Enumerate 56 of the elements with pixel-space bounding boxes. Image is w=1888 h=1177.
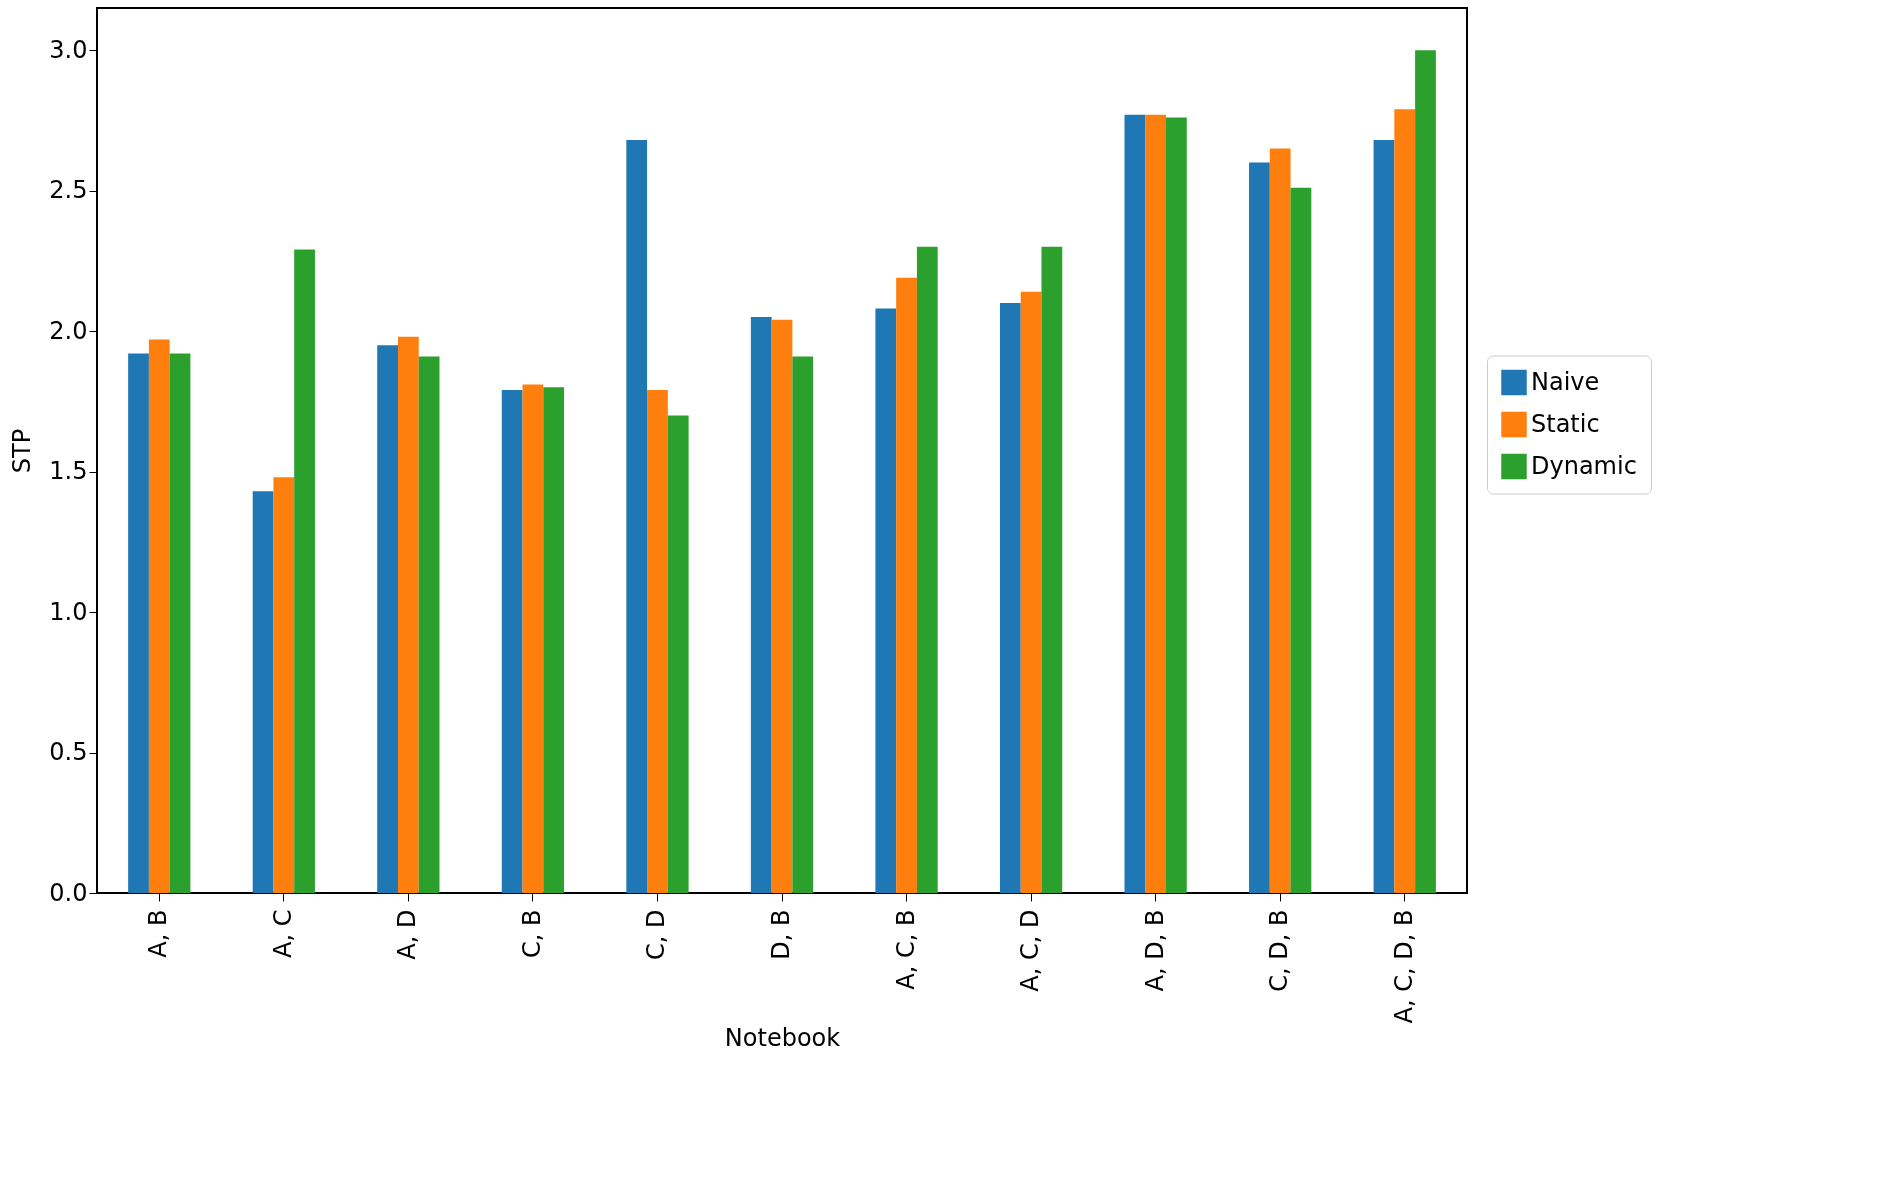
- legend-label: Dynamic: [1531, 451, 1637, 480]
- x-tick-label: A, C, B: [891, 909, 920, 990]
- bar: [1394, 109, 1416, 893]
- x-tick-label: A, C: [268, 909, 297, 958]
- bar: [875, 308, 897, 893]
- bar: [667, 415, 689, 893]
- bar: [1415, 50, 1436, 893]
- bar: [1249, 162, 1270, 893]
- bar: [294, 249, 315, 893]
- bar: [543, 387, 565, 893]
- bar: [916, 246, 938, 893]
- bar: [418, 356, 440, 893]
- bar: [1145, 114, 1167, 893]
- y-tick-label: 1.5: [49, 457, 88, 486]
- y-tick-label: 3.0: [49, 35, 88, 64]
- x-tick-label: C, D: [642, 909, 671, 960]
- legend-label: Static: [1531, 409, 1600, 438]
- bar: [1041, 246, 1063, 893]
- x-tick-label: C, B: [517, 909, 546, 958]
- x-axis-title: Notebook: [724, 1024, 841, 1053]
- x-tick-label: A, C, D, B: [1389, 909, 1418, 1024]
- bar: [896, 277, 917, 893]
- bar: [1290, 187, 1312, 893]
- x-tick-label: A, C, D: [1016, 909, 1045, 992]
- legend-label: Naive: [1531, 367, 1600, 396]
- x-tick-label: A, D, B: [1140, 909, 1169, 992]
- x-tick-label: A, B: [144, 909, 173, 958]
- bar: [169, 353, 191, 893]
- y-tick-label: 0.5: [49, 738, 88, 767]
- y-tick-label: 2.0: [49, 316, 88, 345]
- bar: [1166, 117, 1187, 893]
- bar: [501, 390, 523, 893]
- bar: [273, 477, 295, 893]
- y-axis-title: STP: [8, 428, 37, 474]
- bar: [1269, 148, 1291, 893]
- bar: [128, 353, 149, 893]
- bar: [626, 140, 648, 893]
- x-tick-label: C, D, B: [1265, 909, 1294, 992]
- bar: [377, 345, 398, 893]
- y-tick-label: 2.5: [49, 176, 88, 205]
- bar: [999, 303, 1021, 893]
- bar: [522, 384, 544, 893]
- bar: [1020, 291, 1042, 893]
- bar: [397, 336, 419, 893]
- bar: [750, 317, 772, 893]
- x-tick-label: D, B: [767, 909, 795, 960]
- bar: [1373, 140, 1395, 893]
- y-tick-label: 0.0: [49, 878, 88, 907]
- x-tick-label: A, D: [393, 909, 422, 960]
- bar: [252, 491, 274, 893]
- bar: [647, 390, 668, 893]
- bar: [771, 319, 793, 893]
- y-tick-label: 1.0: [49, 597, 88, 626]
- bar: [792, 356, 814, 893]
- bar: [148, 339, 170, 893]
- bar: [1124, 114, 1146, 893]
